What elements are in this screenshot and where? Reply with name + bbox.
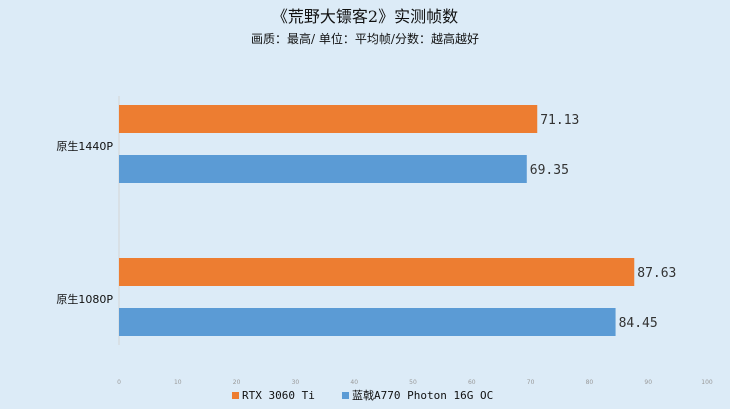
legend: RTX 3060 Ti 蓝戟A770 Photon 16G OC xyxy=(232,389,493,402)
tick-label: 90 xyxy=(644,379,652,386)
bar xyxy=(119,155,527,183)
legend-label: 蓝戟A770 Photon 16G OC xyxy=(352,389,493,402)
tick-label: 70 xyxy=(527,379,535,386)
legend-swatch xyxy=(342,392,349,399)
bar xyxy=(119,105,538,133)
tick-label: 30 xyxy=(292,379,300,386)
chart-title: 《荒野大镖客2》实测帧数 xyxy=(272,7,458,26)
data-label: 84.45 xyxy=(619,316,658,331)
bar xyxy=(119,258,635,286)
tick-label: 0 xyxy=(117,379,121,386)
data-label: 87.63 xyxy=(637,266,676,281)
tick-label: 80 xyxy=(586,379,594,386)
legend-swatch xyxy=(232,392,239,399)
tick-label: 10 xyxy=(174,379,182,386)
tick-label: 20 xyxy=(233,379,241,386)
x-axis-ticks: 0 10 20 30 40 50 60 70 80 90 100 xyxy=(117,379,713,386)
category-axis: 原生1440P 原生1080P xyxy=(56,96,120,345)
bar xyxy=(119,308,616,336)
data-label: 69.35 xyxy=(530,163,569,178)
chart-subtitle: 画质：最高/ 单位：平均帧/分数：越高越好 xyxy=(251,31,479,46)
legend-label: RTX 3060 Ti xyxy=(242,389,315,402)
category-label: 原生1080P xyxy=(56,292,113,306)
data-label: 71.13 xyxy=(540,113,579,128)
bars: 71.13 69.35 87.63 84.45 xyxy=(119,105,676,336)
tick-label: 60 xyxy=(468,379,476,386)
category-label: 原生1440P xyxy=(56,139,113,153)
tick-label: 50 xyxy=(409,379,417,386)
tick-label: 40 xyxy=(350,379,358,386)
tick-label: 100 xyxy=(701,379,713,386)
